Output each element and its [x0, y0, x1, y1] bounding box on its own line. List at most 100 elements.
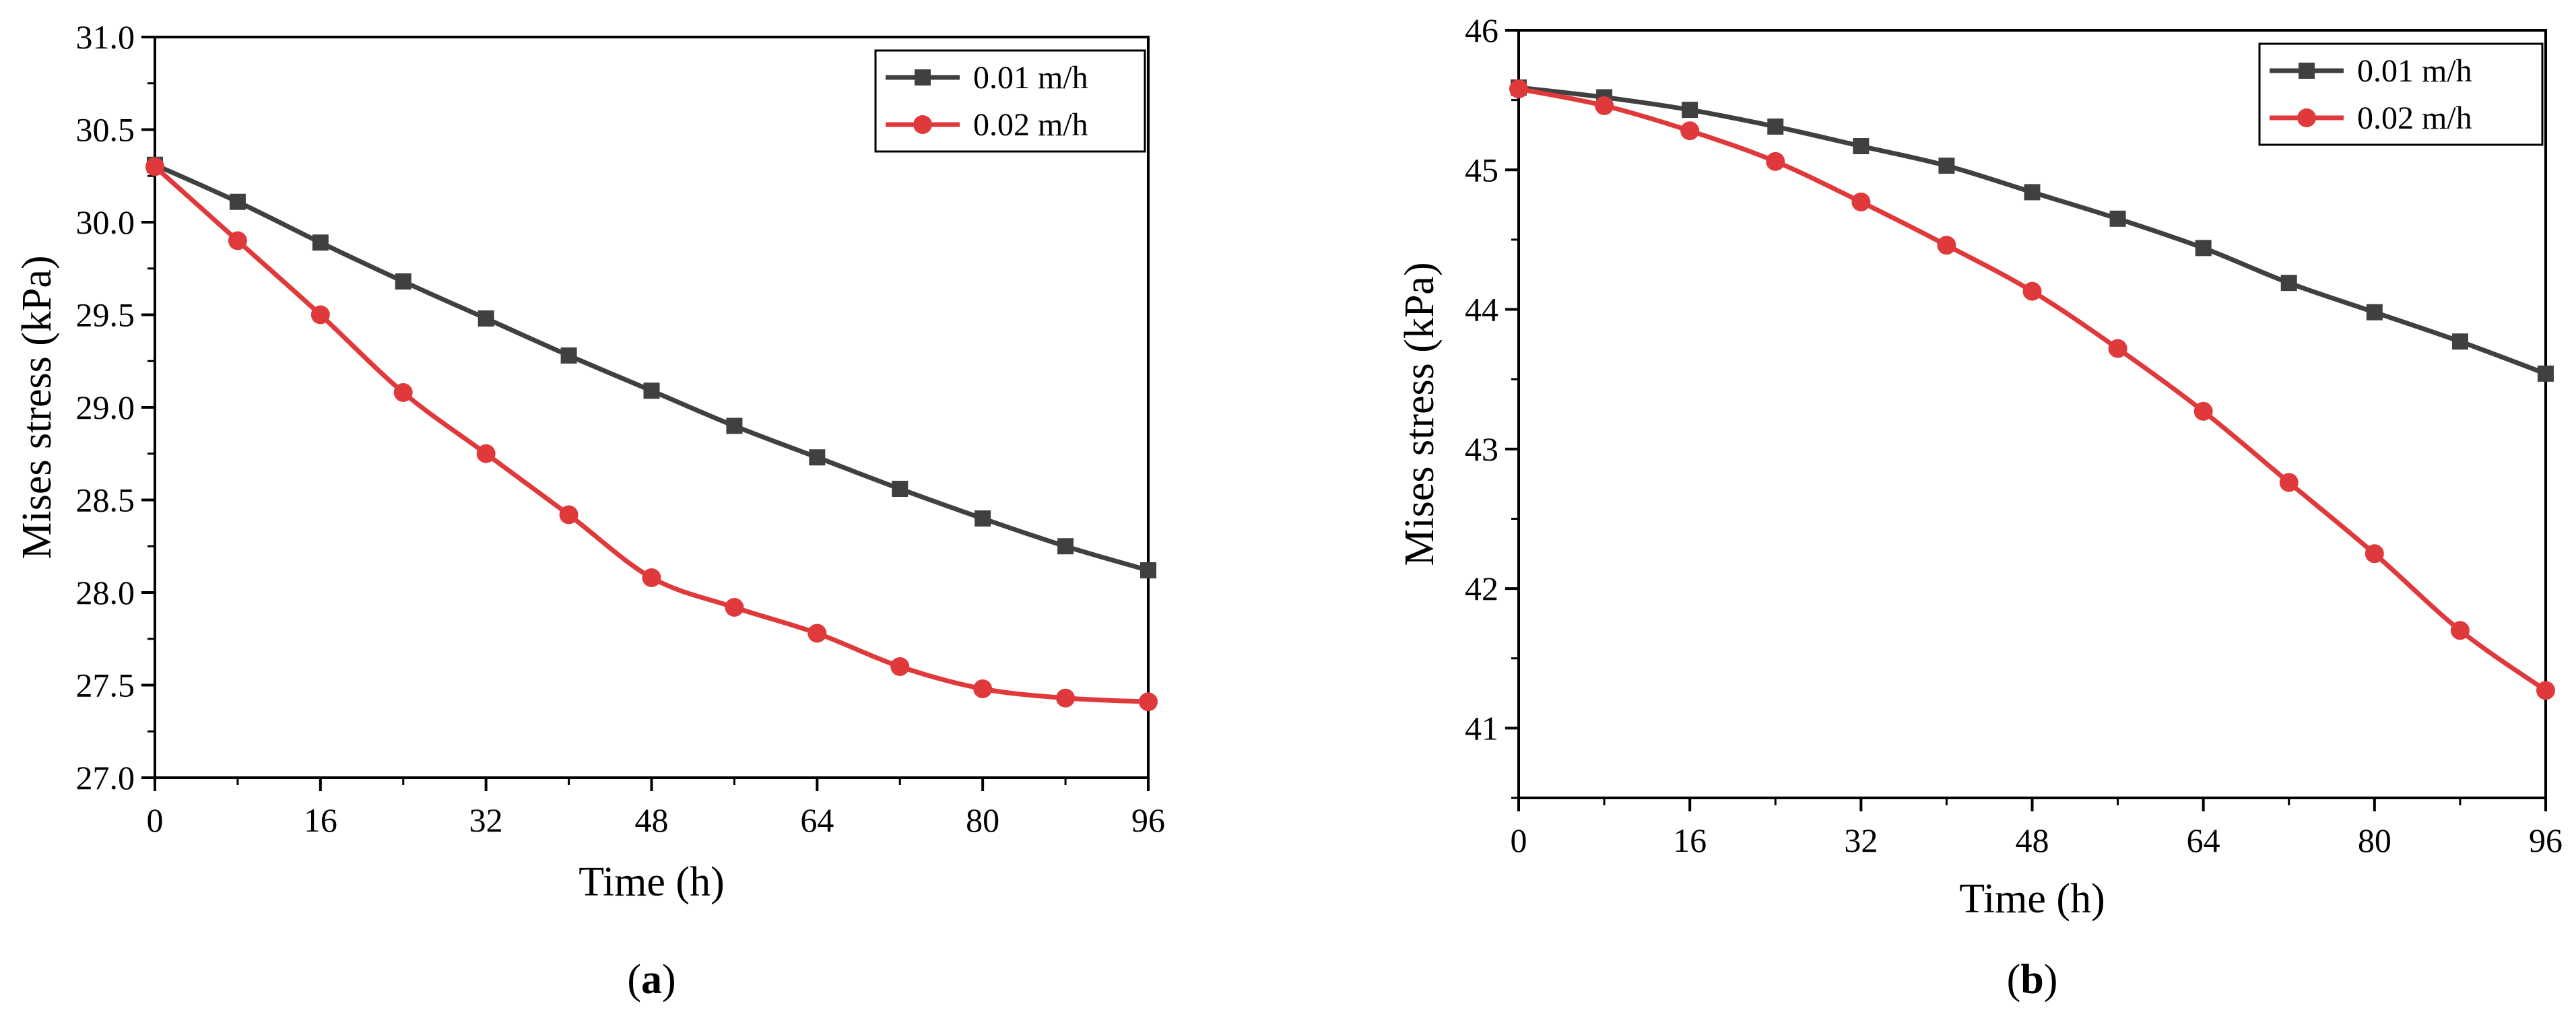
- legend-box: [2258, 42, 2544, 146]
- x-tick-label: 80: [966, 801, 999, 839]
- y-tick-label: 30.5: [76, 111, 135, 149]
- data-point-circle: [1595, 96, 1614, 115]
- x-tick-label: 0: [147, 801, 164, 839]
- x-axis-title: Time (h): [1959, 876, 2105, 922]
- legend-label: 0.01 m/h: [2357, 53, 2472, 89]
- data-point-circle: [559, 505, 579, 525]
- y-tick-label: 29.5: [76, 296, 135, 334]
- series-line-2: [1518, 86, 2548, 693]
- legend-marker-square: [915, 69, 931, 86]
- panel-caption: (b): [2007, 957, 2058, 1003]
- data-point-square: [2109, 210, 2126, 227]
- x-tick-label: 16: [304, 801, 337, 839]
- y-tick-label: 43: [1465, 430, 1498, 468]
- y-tick-label: 45: [1465, 151, 1498, 189]
- data-point-square: [809, 449, 826, 466]
- data-point-circle: [393, 383, 413, 402]
- data-point-square: [1682, 102, 1698, 119]
- y-tick-label: 44: [1465, 291, 1498, 329]
- panel-caption: (a): [627, 957, 675, 1003]
- data-point-circle: [310, 305, 330, 325]
- data-point-square: [560, 347, 577, 364]
- data-point-circle: [973, 679, 993, 698]
- chart-panel-b: 0 16 32 48 64 80 96 41 42 43 44 45 46 Time (h) Mises s…: [1397, 11, 2563, 1003]
- data-point-circle: [807, 624, 827, 643]
- data-point-circle: [2365, 544, 2384, 564]
- y-tick-label: 46: [1465, 11, 1498, 49]
- data-point-circle: [2022, 281, 2042, 301]
- data-point-circle: [2193, 401, 2213, 421]
- data-point-circle: [145, 157, 164, 176]
- x-tick-label: 80: [2358, 821, 2391, 859]
- data-point-square: [395, 273, 411, 290]
- y-tick-label: 27.5: [76, 667, 135, 704]
- data-point-square: [975, 510, 991, 527]
- data-point-circle: [1766, 152, 1785, 171]
- chart-panel-a: 0 16 32 48 64 80 96 27.0 27.5 28.0 28.5 29.0 29.5 30.…: [14, 18, 1165, 1003]
- legend-box: [874, 49, 1146, 153]
- data-point-square: [1853, 138, 1870, 155]
- legend-label: 0.02 m/h: [973, 107, 1088, 143]
- data-point-circle: [642, 568, 661, 587]
- x-axis-title: Time (h): [579, 859, 724, 905]
- series-line-2: [153, 164, 1149, 704]
- legend: 0.01 m/h 0.02 m/h: [2258, 42, 2544, 146]
- legend-label: 0.01 m/h: [973, 60, 1088, 96]
- data-point-circle: [1056, 688, 1076, 708]
- data-point-square: [643, 382, 660, 399]
- legend-label: 0.02 m/h: [2357, 100, 2472, 136]
- y-axis-title: Mises stress (kPa): [1397, 262, 1443, 566]
- data-point-circle: [2450, 621, 2470, 640]
- x-tick-label: 64: [2187, 821, 2220, 859]
- y-tick-label: 29.0: [76, 389, 135, 426]
- data-point-circle: [1851, 192, 1871, 211]
- data-point-circle: [1139, 692, 1158, 712]
- legend: 0.01 m/h 0.02 m/h: [874, 49, 1146, 153]
- legend-marker-circle: [2297, 108, 2316, 127]
- data-point-square: [2195, 240, 2212, 257]
- x-tick-label: 48: [2016, 821, 2049, 859]
- y-tick-label: 42: [1465, 570, 1498, 607]
- y-tick-label: 28.0: [76, 574, 135, 611]
- data-point-square: [477, 310, 494, 327]
- data-point-circle: [2279, 473, 2299, 492]
- x-tick-label: 0: [1511, 821, 1527, 859]
- x-tick-label: 16: [1673, 821, 1707, 859]
- data-point-circle: [1509, 79, 1528, 99]
- x-tick-label: 96: [1131, 801, 1165, 839]
- y-tick-label: 27.0: [76, 759, 135, 797]
- data-point-square: [726, 417, 743, 434]
- legend-marker-square: [2299, 63, 2315, 79]
- data-point-square: [2451, 333, 2468, 350]
- data-point-square: [312, 234, 329, 251]
- x-tick-label: 64: [800, 801, 834, 839]
- y-tick-label: 30.0: [76, 203, 135, 241]
- data-point-circle: [228, 231, 247, 250]
- y-tick-label: 28.5: [76, 481, 135, 519]
- data-point-square: [2280, 275, 2297, 292]
- data-point-square: [229, 193, 246, 210]
- data-point-circle: [2108, 339, 2127, 358]
- data-point-square: [2538, 365, 2554, 382]
- data-point-square: [1140, 562, 1156, 578]
- series-line-1: [154, 162, 1149, 573]
- x-tick-label: 32: [1844, 821, 1878, 859]
- data-point-square: [2024, 184, 2041, 201]
- data-point-circle: [476, 444, 496, 463]
- data-point-square: [1057, 538, 1074, 555]
- data-point-square: [1767, 119, 1784, 135]
- x-tick-label: 48: [635, 801, 669, 839]
- data-point-square: [892, 481, 909, 497]
- y-axis-title: Mises stress (kPa): [14, 255, 60, 559]
- data-point-circle: [890, 657, 910, 676]
- data-point-circle: [1680, 121, 1700, 141]
- data-point-circle: [2536, 681, 2555, 700]
- data-point-square: [2366, 304, 2383, 321]
- data-point-circle: [725, 598, 744, 617]
- x-tick-label: 32: [469, 801, 503, 839]
- x-tick-label: 96: [2529, 821, 2563, 859]
- legend-marker-circle: [913, 115, 932, 134]
- data-point-circle: [1937, 236, 1956, 255]
- data-point-square: [1938, 158, 1955, 174]
